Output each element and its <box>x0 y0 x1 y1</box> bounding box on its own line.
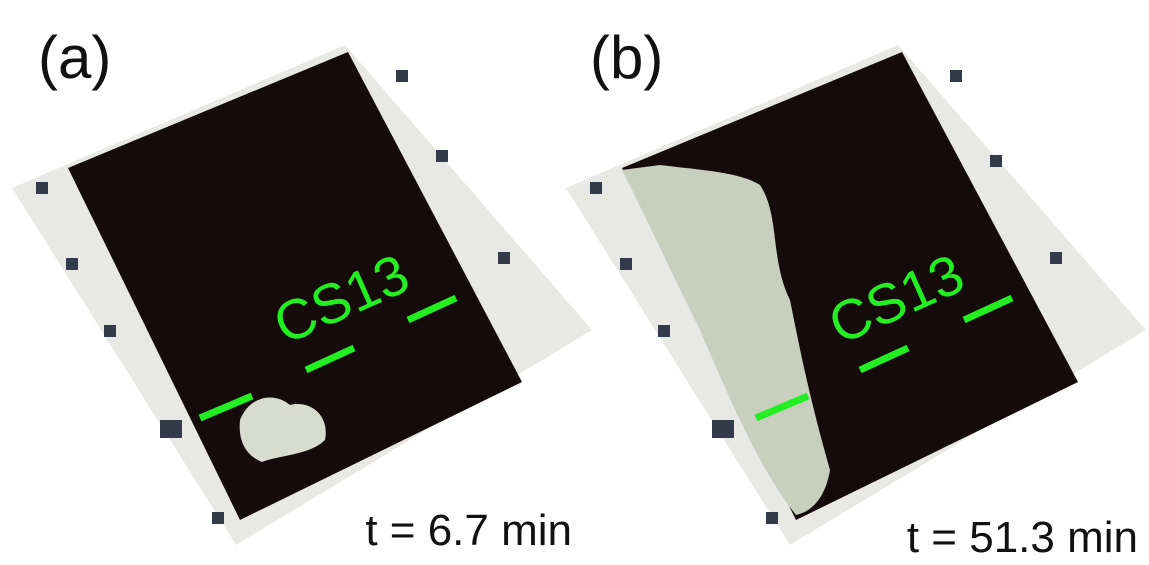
panel-label: (a) <box>38 24 111 91</box>
figure: (a) CS13 t = 6.7 min (b) CS13 t = 51.3 m… <box>0 0 1149 565</box>
panel-a: (a) CS13 t = 6.7 min <box>12 24 592 555</box>
panel-label: (b) <box>590 24 663 91</box>
time-label: t = 6.7 min <box>365 506 572 555</box>
panel-b: (b) CS13 t = 51.3 min <box>566 24 1146 562</box>
time-label: t = 51.3 min <box>907 513 1138 562</box>
